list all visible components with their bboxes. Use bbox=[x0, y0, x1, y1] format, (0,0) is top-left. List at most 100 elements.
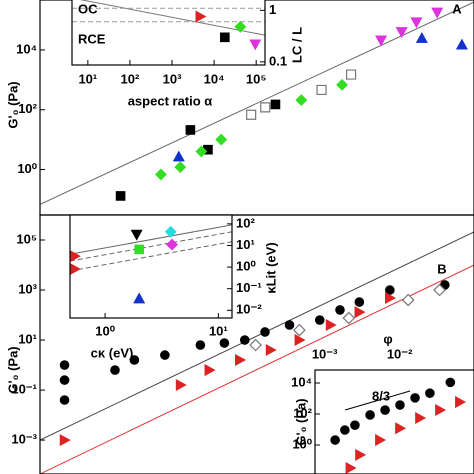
point bbox=[133, 292, 146, 304]
point bbox=[260, 102, 271, 113]
plot-area bbox=[40, 1, 474, 205]
x-tick-label: 10⁻² bbox=[387, 346, 413, 361]
point bbox=[260, 327, 270, 337]
x-tick-label: 10⁰ bbox=[95, 323, 115, 338]
point bbox=[215, 133, 228, 146]
annotation: OC bbox=[78, 1, 98, 16]
point bbox=[160, 350, 170, 360]
point bbox=[59, 434, 71, 447]
point bbox=[265, 343, 277, 357]
point bbox=[445, 377, 456, 388]
point bbox=[410, 393, 420, 403]
y-tick-label: 10⁻¹ bbox=[11, 381, 37, 396]
point bbox=[115, 191, 126, 201]
xlabel: cκ (eV) bbox=[91, 345, 134, 360]
plot-area bbox=[40, 231, 474, 474]
plot-area bbox=[70, 224, 232, 304]
fit-line bbox=[70, 241, 232, 272]
y-tick-label: 10³ bbox=[18, 281, 37, 296]
fit-line bbox=[40, 264, 474, 474]
point bbox=[234, 20, 247, 33]
point bbox=[354, 297, 365, 307]
y2-tick-label: 10¹ bbox=[236, 237, 255, 252]
point bbox=[431, 7, 444, 19]
y-tick-label: 10⁰ bbox=[17, 161, 37, 176]
point bbox=[295, 94, 308, 107]
point bbox=[355, 448, 367, 461]
point bbox=[415, 31, 428, 43]
point bbox=[435, 404, 447, 417]
point bbox=[395, 27, 408, 39]
point bbox=[325, 318, 337, 331]
point bbox=[239, 335, 250, 345]
point bbox=[395, 400, 405, 410]
point bbox=[380, 405, 390, 415]
y2-tick-label: 10⁻¹ bbox=[236, 280, 262, 295]
panel-label: A bbox=[452, 1, 462, 16]
y2-tick-label: 10² bbox=[236, 215, 255, 230]
point bbox=[395, 422, 407, 435]
point bbox=[340, 425, 350, 435]
fit-line bbox=[40, 231, 474, 441]
point bbox=[270, 99, 281, 110]
inset-background bbox=[72, 0, 265, 65]
y-tick-label: 10¹ bbox=[18, 331, 37, 346]
point bbox=[110, 365, 120, 375]
y2-tick-label: 10⁻² bbox=[236, 302, 262, 317]
fit-line bbox=[79, 0, 265, 36]
point bbox=[284, 320, 295, 330]
point bbox=[246, 109, 257, 120]
point bbox=[172, 150, 185, 162]
point bbox=[185, 125, 196, 135]
x-tick-label: 10⁴ bbox=[204, 71, 225, 86]
annotation: RCE bbox=[78, 31, 106, 46]
xlabel: aspect ratio α bbox=[128, 93, 213, 108]
point bbox=[164, 225, 177, 238]
point bbox=[129, 355, 140, 365]
x-tick-label: 10³ bbox=[163, 71, 182, 86]
point bbox=[219, 338, 230, 348]
point bbox=[59, 360, 70, 370]
fit-line bbox=[70, 224, 232, 255]
point bbox=[375, 434, 387, 447]
y-tick-label: 10⁻³ bbox=[11, 432, 37, 447]
point bbox=[385, 285, 395, 295]
point bbox=[415, 412, 427, 425]
frame bbox=[69, 214, 233, 319]
point bbox=[375, 35, 388, 47]
point bbox=[336, 78, 348, 91]
point bbox=[166, 238, 178, 251]
y2-tick-label: 1 bbox=[269, 2, 276, 17]
point bbox=[330, 435, 340, 445]
plot-area bbox=[330, 377, 467, 474]
point bbox=[316, 84, 327, 96]
ylabel: G'₀ (Pa) bbox=[5, 346, 20, 393]
point bbox=[342, 311, 356, 325]
slope-guide bbox=[344, 390, 411, 411]
point bbox=[354, 306, 366, 319]
point bbox=[195, 340, 206, 350]
point bbox=[175, 378, 187, 391]
frame bbox=[71, 0, 266, 66]
point bbox=[401, 293, 415, 307]
y-tick-label: 10² bbox=[18, 101, 37, 116]
xlabel: φ bbox=[383, 331, 392, 346]
point bbox=[410, 17, 423, 29]
ylabel: G'₀ (Pa) bbox=[5, 81, 20, 128]
point bbox=[220, 32, 230, 43]
point bbox=[350, 420, 360, 430]
point bbox=[314, 315, 325, 325]
point bbox=[345, 461, 357, 474]
point bbox=[455, 38, 468, 50]
x-tick-label: 10¹ bbox=[209, 323, 228, 338]
annotation: 8/3 bbox=[372, 388, 390, 403]
point bbox=[249, 39, 262, 51]
point bbox=[195, 10, 207, 23]
point bbox=[425, 388, 435, 398]
panel-label: B bbox=[437, 261, 446, 276]
y2label: LC / L bbox=[289, 27, 304, 63]
point bbox=[293, 323, 306, 337]
x-tick-label: 10⁻³ bbox=[312, 346, 338, 361]
y-tick-label: 10⁵ bbox=[16, 231, 37, 246]
